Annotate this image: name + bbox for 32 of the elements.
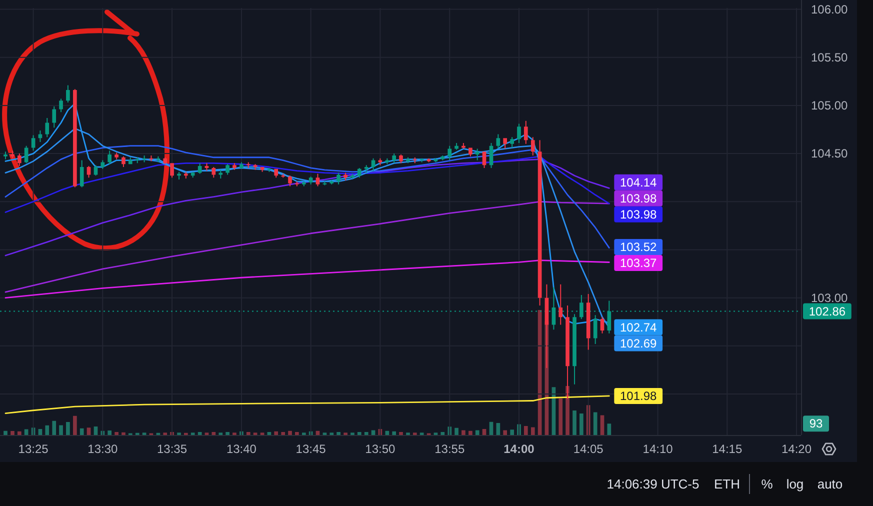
data-label: 103.37 [620, 256, 658, 270]
y-tick-label: 105.50 [811, 50, 848, 64]
text: ETH [714, 476, 740, 492]
x-tick-label: 13:30 [88, 442, 118, 456]
x-tick-label: 14:05 [573, 442, 604, 456]
x-tick-label: 13:35 [157, 442, 188, 456]
data-label: 101.98 [620, 388, 658, 403]
data-label: 104.14 [620, 175, 658, 190]
data-label: 103.98 [620, 207, 658, 222]
y-tick-label: 106.00 [811, 2, 848, 16]
data-label: 103.98 [620, 191, 658, 206]
data-label: 103.52 [620, 240, 658, 254]
text: 93 [809, 416, 823, 431]
text: log [786, 476, 804, 492]
text: 14:06:39 UTC-5 [606, 476, 700, 492]
data-label: 102.69 [620, 336, 658, 350]
ref-line-label: 102.86 [808, 304, 846, 318]
x-tick-label: 13:50 [365, 442, 396, 456]
x-tick-label: 14:15 [712, 442, 742, 456]
y-tick-label: 104.50 [811, 146, 848, 161]
x-tick-label: 14:00 [504, 442, 535, 456]
x-tick-label: 14:20 [781, 442, 812, 456]
x-tick-label: 13:55 [434, 442, 465, 456]
y-tick-label: 103.00 [811, 290, 848, 305]
x-tick-label: 13:40 [226, 442, 257, 456]
x-tick-label: 14:10 [642, 442, 674, 456]
data-label: 102.74 [620, 320, 658, 334]
text: % [761, 476, 774, 492]
x-tick-label: 13:45 [296, 442, 326, 456]
text: auto [817, 476, 843, 492]
y-tick-label: 105.00 [811, 98, 848, 112]
x-tick-label: 13:25 [18, 442, 49, 456]
